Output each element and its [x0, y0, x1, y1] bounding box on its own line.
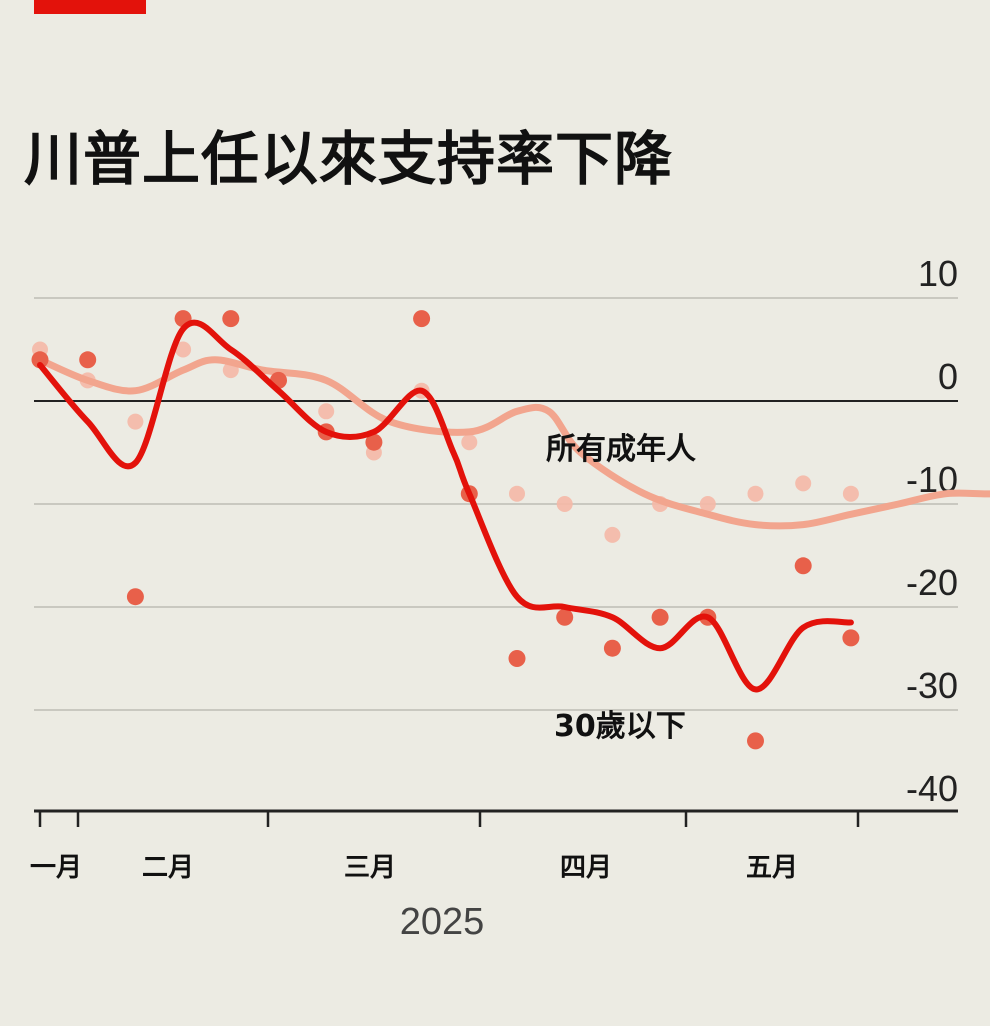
- all-adults-point: [127, 413, 144, 430]
- under-30-point: [365, 433, 383, 451]
- x-tick-label: 一月: [30, 853, 82, 883]
- under-30-point: [126, 588, 144, 606]
- y-tick-label: -20: [906, 562, 958, 603]
- all-adults-point: [795, 475, 812, 492]
- under-30-point: [747, 732, 764, 750]
- y-tick-label: -30: [906, 665, 958, 706]
- all-adults-point: [747, 485, 764, 502]
- accent-bar: [34, 0, 146, 14]
- under-30-point: [31, 351, 49, 369]
- under-30-label: 30歲以下: [554, 709, 686, 744]
- chart-title: 川普上任以來支持率下降: [24, 125, 674, 193]
- all-adults-point: [604, 526, 621, 543]
- x-tick-label: 三月: [344, 853, 396, 883]
- x-tick-label: 二月: [142, 853, 194, 883]
- all-adults-point: [509, 485, 525, 502]
- all-adults-point: [556, 496, 573, 512]
- under-30-point: [603, 639, 621, 657]
- under-30-point: [79, 351, 97, 369]
- under-30-point: [556, 608, 574, 626]
- under-30-point: [222, 310, 240, 328]
- all-adults-point: [842, 485, 859, 502]
- y-tick-label: 0: [938, 356, 958, 397]
- all-adults-point: [699, 496, 716, 512]
- y-tick-label: -40: [906, 768, 958, 809]
- all-adults-label: 所有成年人: [546, 432, 696, 467]
- under-30-line: [37, 319, 854, 693]
- x-tick-label: 四月: [560, 853, 612, 883]
- x-axis-year-label: 2025: [400, 901, 485, 943]
- all-adults-point: [175, 341, 192, 358]
- under-30-point: [651, 608, 669, 626]
- under-30-point: [508, 650, 526, 667]
- under-30-point: [842, 629, 860, 647]
- under-30-point: [794, 557, 812, 575]
- all-adults-point: [318, 403, 335, 420]
- x-tick-label: 五月: [746, 853, 798, 883]
- y-tick-label: 10: [918, 253, 958, 294]
- all-adults-line: [36, 356, 990, 530]
- under-30-point: [413, 310, 431, 328]
- all-adults-point: [461, 434, 478, 451]
